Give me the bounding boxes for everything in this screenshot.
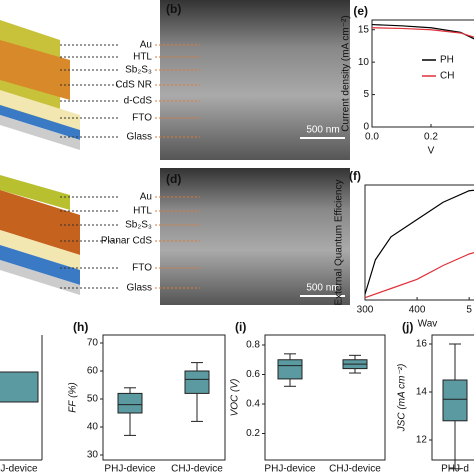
y-tick-label: 0	[363, 122, 369, 133]
axes	[102, 334, 226, 461]
x-tick-label: CHJ-device	[329, 464, 381, 474]
box	[0, 371, 39, 403]
x-tick-label: CHJ-device	[171, 464, 223, 474]
y-tick-label: 16	[416, 339, 428, 350]
series-line	[371, 27, 474, 38]
x-axis-label: V	[428, 146, 435, 157]
series-line	[371, 23, 474, 40]
y-tick-label: 12	[416, 435, 428, 446]
layer-label: Planar CdS	[101, 236, 152, 247]
layer-label: Au	[140, 192, 152, 203]
x-tick-label: 400	[409, 305, 426, 316]
layer-label: FTO	[132, 113, 152, 124]
x-tick-label: PHJ-device	[0, 464, 38, 474]
y-axis-label: JSC (mA cm⁻²)	[397, 364, 408, 433]
x-tick-label: PHJ-d	[441, 464, 469, 474]
y-tick-label: 10	[358, 57, 370, 68]
box	[442, 379, 468, 422]
layer-label: Sb₂S₃	[125, 65, 152, 76]
y-tick-label: 70	[87, 338, 99, 349]
y-axis-label: Current density (mA cm⁻²)	[341, 15, 352, 131]
panel-label: (j)	[402, 320, 413, 334]
x-tick-label: 0.0	[365, 132, 379, 143]
layer-label: Glass	[126, 283, 152, 294]
x-axis-label: Wav	[418, 319, 438, 330]
layer-label: CdS NR	[115, 80, 152, 91]
axes	[431, 334, 474, 461]
box	[184, 370, 210, 394]
layer-label: Au	[140, 40, 152, 51]
sem-image-d	[160, 168, 350, 305]
layer-label: FTO	[132, 263, 152, 274]
schematic-a	[0, 20, 80, 150]
y-tick-label: 0.2	[246, 428, 260, 439]
panel-label: (i)	[235, 320, 246, 334]
box	[277, 359, 303, 380]
series-line	[364, 189, 474, 295]
scale-text: 500 nm	[306, 283, 339, 294]
y-tick-label: 0.6	[246, 369, 260, 380]
series-line	[364, 252, 474, 299]
y-axis-label: FF (%)	[68, 382, 79, 412]
schematic-c	[0, 175, 80, 295]
y-tick-label: 5	[363, 89, 369, 100]
y-tick-label: 14	[416, 387, 428, 398]
box	[117, 392, 143, 414]
panel-label: (b)	[166, 2, 181, 16]
legend-label: CH	[440, 71, 454, 82]
panel-label: (e)	[353, 4, 368, 18]
legend-label: PH	[440, 55, 454, 66]
axes	[371, 19, 474, 128]
x-tick-label: PHJ-device	[104, 464, 156, 474]
y-tick-label: 40	[87, 422, 99, 433]
axes	[264, 334, 386, 461]
sem-image-b	[160, 0, 350, 160]
layer-label: d-CdS	[124, 96, 153, 107]
layer-label: Sb₂S₃	[125, 220, 152, 231]
axes	[364, 184, 474, 301]
y-axis-label: External Quantum Efficiency	[334, 180, 345, 306]
scale-text: 500 nm	[306, 125, 339, 136]
layer-label: HTL	[133, 52, 152, 63]
layer-label: HTL	[133, 206, 152, 217]
y-tick-label: 50	[87, 394, 99, 405]
x-tick-label: 0.2	[424, 132, 438, 143]
y-axis-label: VOC (V)	[230, 379, 241, 417]
y-tick-label: 30	[87, 450, 99, 461]
panel-label: (d)	[166, 172, 181, 186]
x-tick-label: 300	[357, 305, 374, 316]
layer-label: Glass	[126, 132, 152, 143]
y-tick-label: 0.4	[246, 399, 260, 410]
y-tick-label: 60	[87, 366, 99, 377]
x-tick-label: PHJ-device	[264, 464, 316, 474]
panel-label: (f)	[349, 169, 361, 183]
x-tick-label: 5	[466, 305, 472, 316]
y-tick-label: 0.8	[246, 340, 260, 351]
panel-label: (h)	[73, 320, 88, 334]
y-tick-label: 15	[358, 24, 370, 35]
